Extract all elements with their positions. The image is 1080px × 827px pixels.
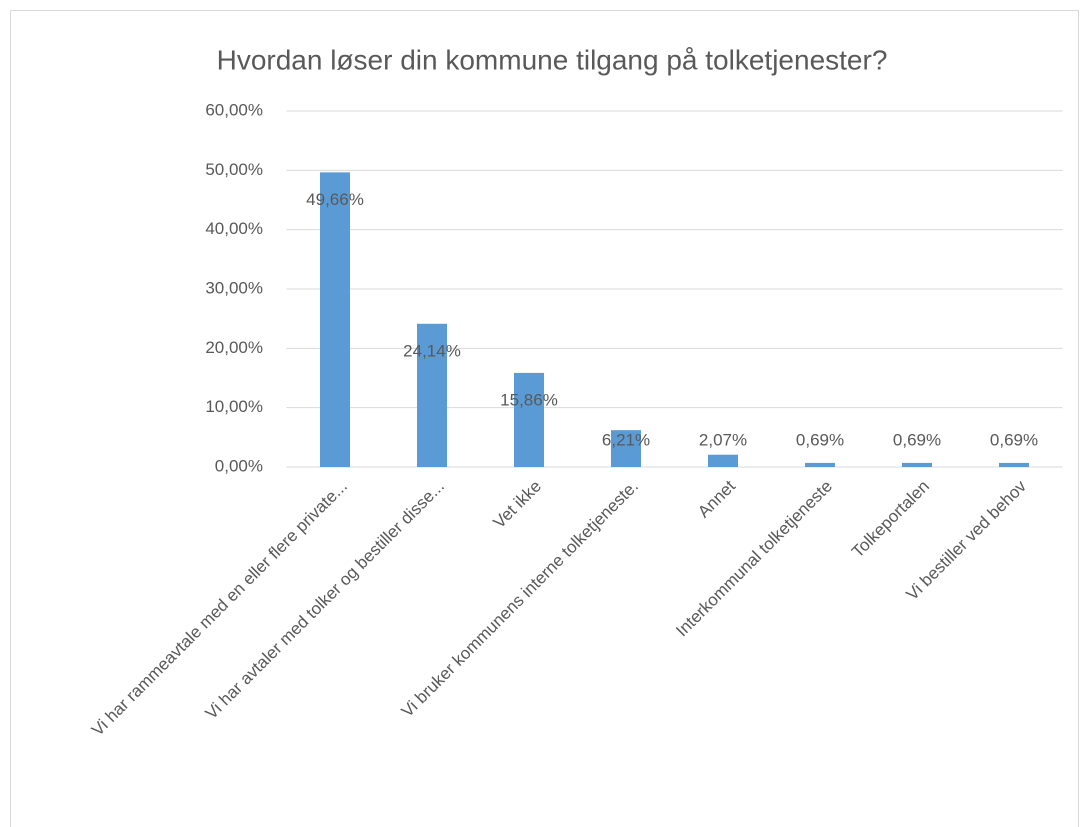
bar [320, 172, 350, 468]
bar [999, 462, 1029, 467]
data-label: 24,14% [403, 341, 461, 360]
y-tick-label: 20,00% [205, 338, 263, 357]
bar [611, 430, 641, 467]
y-tick-label: 30,00% [205, 278, 263, 297]
y-tick-label: 60,00% [205, 100, 263, 119]
y-tick-label: 50,00% [205, 160, 263, 179]
data-label: 2,07% [699, 430, 747, 449]
bar [902, 462, 932, 467]
bar [708, 454, 738, 467]
y-tick-label: 0,00% [215, 456, 263, 475]
data-label: 15,86% [500, 390, 558, 409]
y-tick-label: 40,00% [205, 219, 263, 238]
bar [805, 462, 835, 467]
bar [514, 372, 544, 467]
data-label: 0,69% [990, 430, 1038, 449]
y-tick-label: 10,00% [205, 397, 263, 416]
data-label: 0,69% [796, 430, 844, 449]
chart-frame [10, 10, 1079, 827]
data-label: 6,21% [602, 430, 650, 449]
data-label: 0,69% [893, 430, 941, 449]
data-label: 49,66% [306, 190, 364, 209]
chart-title: Hvordan løser din kommune tilgang på tol… [217, 44, 888, 75]
bar [417, 323, 447, 467]
